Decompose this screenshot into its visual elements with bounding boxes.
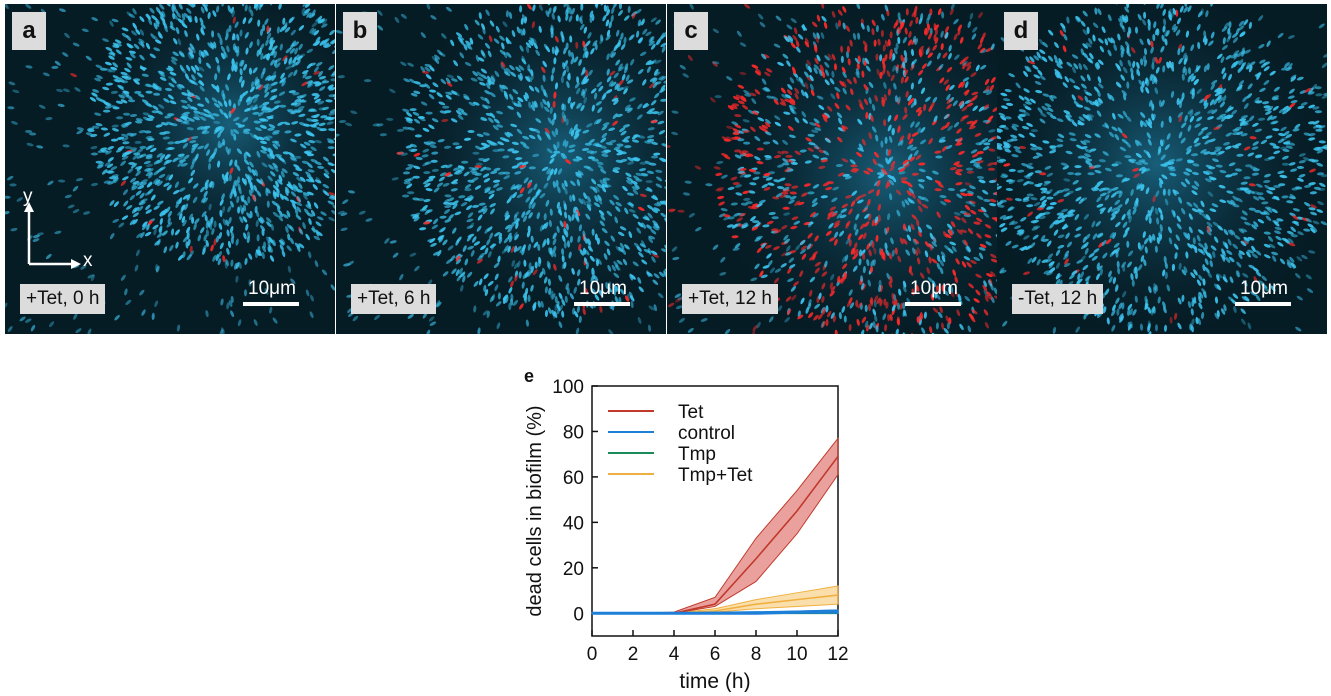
condition-label: +Tet, 6 h <box>351 284 437 314</box>
dead-cells-chart: 0 2 4 6 8 10 12 0 20 40 60 80 100 time (h) dead cells … <box>524 377 849 692</box>
panel-b: b +Tet, 6 h 10μm <box>336 4 666 334</box>
y-tick-label: 100 <box>552 377 584 398</box>
legend-label: control <box>678 423 735 444</box>
y-tick-label: 60 <box>563 468 584 489</box>
y-tick-label: 0 <box>573 604 584 625</box>
scale-bar <box>905 302 961 306</box>
x-tick-label: 0 <box>587 644 598 665</box>
y-tick-label: 20 <box>563 559 584 580</box>
x-tick-label: 10 <box>786 644 807 665</box>
scale-bar-label: 10μm <box>248 278 296 299</box>
microscopy-image-d <box>997 4 1327 334</box>
panel-letter: a <box>12 12 46 50</box>
scale-bar-label: 10μm <box>579 278 627 299</box>
panel-c: c +Tet, 12 h 10μm <box>667 4 997 334</box>
condition-label: -Tet, 12 h <box>1012 284 1104 314</box>
scale-bar <box>574 302 630 306</box>
x-axis-label: time (h) <box>679 670 750 692</box>
microscopy-image-c <box>667 4 997 334</box>
microscopy-image-b <box>336 4 666 334</box>
panel-letter: d <box>1004 12 1038 50</box>
panel-letter-e: e <box>524 366 535 386</box>
panel-d: d -Tet, 12 h 10μm <box>997 4 1327 334</box>
y-tick-label: 40 <box>563 513 584 534</box>
condition-label: +Tet, 12 h <box>682 284 778 314</box>
x-tick-label: 12 <box>827 644 848 665</box>
scale-bar <box>1235 302 1291 306</box>
legend-label: Tmp <box>678 444 716 465</box>
y-axis-indicator-label: y <box>23 186 33 207</box>
scale-bar-label: 10μm <box>910 278 958 299</box>
panel-letter: c <box>674 12 708 50</box>
y-tick-label: 80 <box>563 422 584 443</box>
xy-axes-indicator <box>24 202 81 269</box>
panel-a: a y x +Tet, 0 h 10μm <box>5 4 335 334</box>
x-tick-label: 8 <box>751 644 762 665</box>
y-axis-label: dead cells in biofilm (%) <box>524 405 546 616</box>
panel-letter: b <box>343 12 377 50</box>
legend-label: Tmp+Tet <box>678 465 753 486</box>
condition-label: +Tet, 0 h <box>20 284 106 314</box>
x-axis-indicator-label: x <box>83 250 93 271</box>
x-tick-label: 6 <box>710 644 721 665</box>
scale-bar-label: 10μm <box>1240 278 1288 299</box>
scale-bar <box>243 302 299 306</box>
x-tick-label: 4 <box>669 644 680 665</box>
x-tick-label: 2 <box>628 644 639 665</box>
legend-label: Tet <box>678 402 704 423</box>
series-line-control <box>592 609 839 615</box>
microscopy-image-a <box>5 4 335 334</box>
